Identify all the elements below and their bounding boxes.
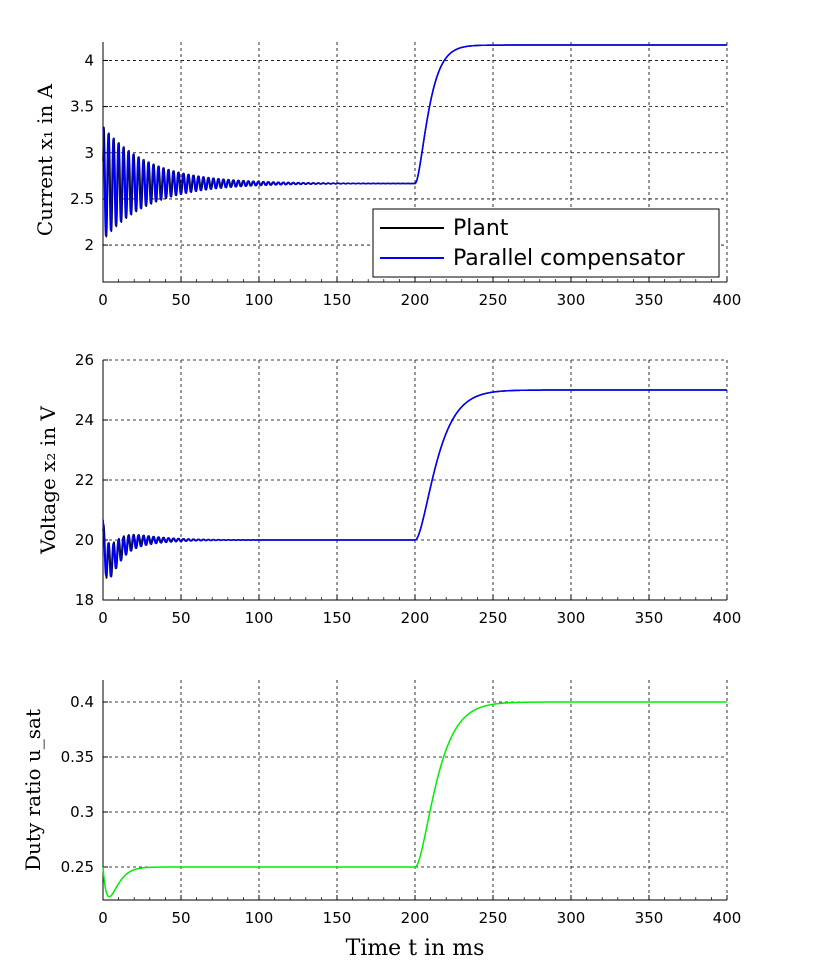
x-tick-label: 400 bbox=[713, 609, 742, 627]
x-tick-label: 300 bbox=[557, 909, 586, 927]
x-tick-label: 50 bbox=[171, 609, 190, 627]
y-tick-label: 3.5 bbox=[70, 98, 94, 116]
y-tick-label: 3 bbox=[84, 144, 94, 162]
x-tick-label: 200 bbox=[401, 291, 430, 309]
x-tick-label: 150 bbox=[323, 291, 352, 309]
x-axis-label-time: Time t in ms bbox=[346, 936, 485, 961]
y-tick-label: 24 bbox=[75, 411, 94, 429]
series-line-series-0 bbox=[102, 389, 728, 579]
y-tick-label: 0.4 bbox=[70, 693, 94, 711]
current-plot: 0 50 100 150 200 250 300 350 400 2 2.5 3 3.5 4 bbox=[70, 42, 741, 309]
y-tick-label: 4 bbox=[84, 51, 94, 69]
y-tick-label: 26 bbox=[75, 351, 94, 369]
y-axis-label-duty: Duty ratio u_sat bbox=[21, 709, 45, 871]
x-tick-label: 300 bbox=[557, 609, 586, 627]
y-tick-label: 0.25 bbox=[61, 858, 94, 876]
x-tick-label: 400 bbox=[713, 909, 742, 927]
x-tick-label: 100 bbox=[245, 909, 274, 927]
x-tick-label: 350 bbox=[635, 609, 664, 627]
y-tick-label: 20 bbox=[75, 531, 94, 549]
x-tick-label: 50 bbox=[171, 291, 190, 309]
y-tick-label: 2.5 bbox=[70, 190, 94, 208]
y-tick-label: 0.35 bbox=[61, 748, 94, 766]
voltage-plot: 0 50 100 150 200 250 300 350 400 18 20 22 24 26 bbox=[75, 351, 741, 627]
series-line-series-1 bbox=[102, 389, 728, 578]
x-tick-label: 0 bbox=[98, 909, 108, 927]
x-tick-label: 50 bbox=[171, 909, 190, 927]
x-tick-label: 300 bbox=[557, 291, 586, 309]
x-tick-label: 0 bbox=[98, 609, 108, 627]
x-tick-label: 150 bbox=[323, 609, 352, 627]
x-tick-label: 400 bbox=[713, 291, 742, 309]
duty-ratio-plot: 0 50 100 150 200 250 300 350 400 0.25 0.3 0.35 0.4 bbox=[61, 680, 742, 927]
y-tick-label: 22 bbox=[75, 471, 94, 489]
x-tick-label: 0 bbox=[98, 291, 108, 309]
x-tick-label: 100 bbox=[245, 609, 274, 627]
y-tick-label: 18 bbox=[75, 591, 94, 609]
y-axis-label-current: Current x₁ in A bbox=[33, 83, 57, 236]
y-tick-label: 2 bbox=[84, 236, 94, 254]
x-tick-label: 100 bbox=[245, 291, 274, 309]
y-axis-label-voltage: Voltage x₂ in V bbox=[36, 406, 60, 555]
x-tick-label: 200 bbox=[401, 909, 430, 927]
legend: Plant Parallel compensator bbox=[372, 208, 720, 278]
series-line-parallel-compensator bbox=[102, 44, 728, 237]
x-tick-label: 250 bbox=[479, 909, 508, 927]
legend-label-plant: Plant bbox=[453, 216, 509, 241]
x-tick-label: 200 bbox=[401, 609, 430, 627]
x-tick-label: 350 bbox=[635, 291, 664, 309]
series-line-series-0 bbox=[102, 701, 728, 898]
x-tick-label: 150 bbox=[323, 909, 352, 927]
x-tick-label: 350 bbox=[635, 909, 664, 927]
x-tick-label: 250 bbox=[479, 291, 508, 309]
legend-label-compensator: Parallel compensator bbox=[453, 246, 686, 271]
y-tick-label: 0.3 bbox=[70, 803, 94, 821]
x-tick-label: 250 bbox=[479, 609, 508, 627]
